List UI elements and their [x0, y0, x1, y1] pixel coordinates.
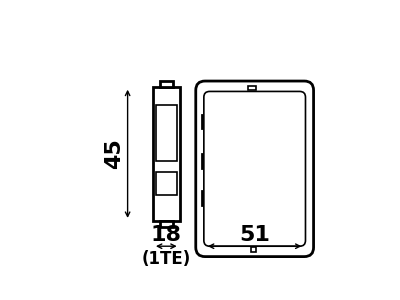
Bar	[156, 172, 177, 195]
Text: 51: 51	[239, 225, 270, 245]
Bar	[251, 248, 256, 251]
FancyBboxPatch shape	[204, 92, 306, 246]
Bar	[160, 81, 173, 87]
Text: (1TE): (1TE)	[142, 250, 191, 268]
Bar	[160, 221, 173, 226]
Bar	[153, 87, 180, 221]
Bar	[202, 191, 207, 205]
Bar	[202, 154, 207, 168]
Bar	[248, 86, 256, 90]
FancyBboxPatch shape	[196, 81, 314, 256]
Bar	[156, 105, 177, 161]
Bar	[202, 115, 207, 128]
Text: 45: 45	[104, 138, 124, 169]
Text: 18: 18	[151, 225, 182, 245]
